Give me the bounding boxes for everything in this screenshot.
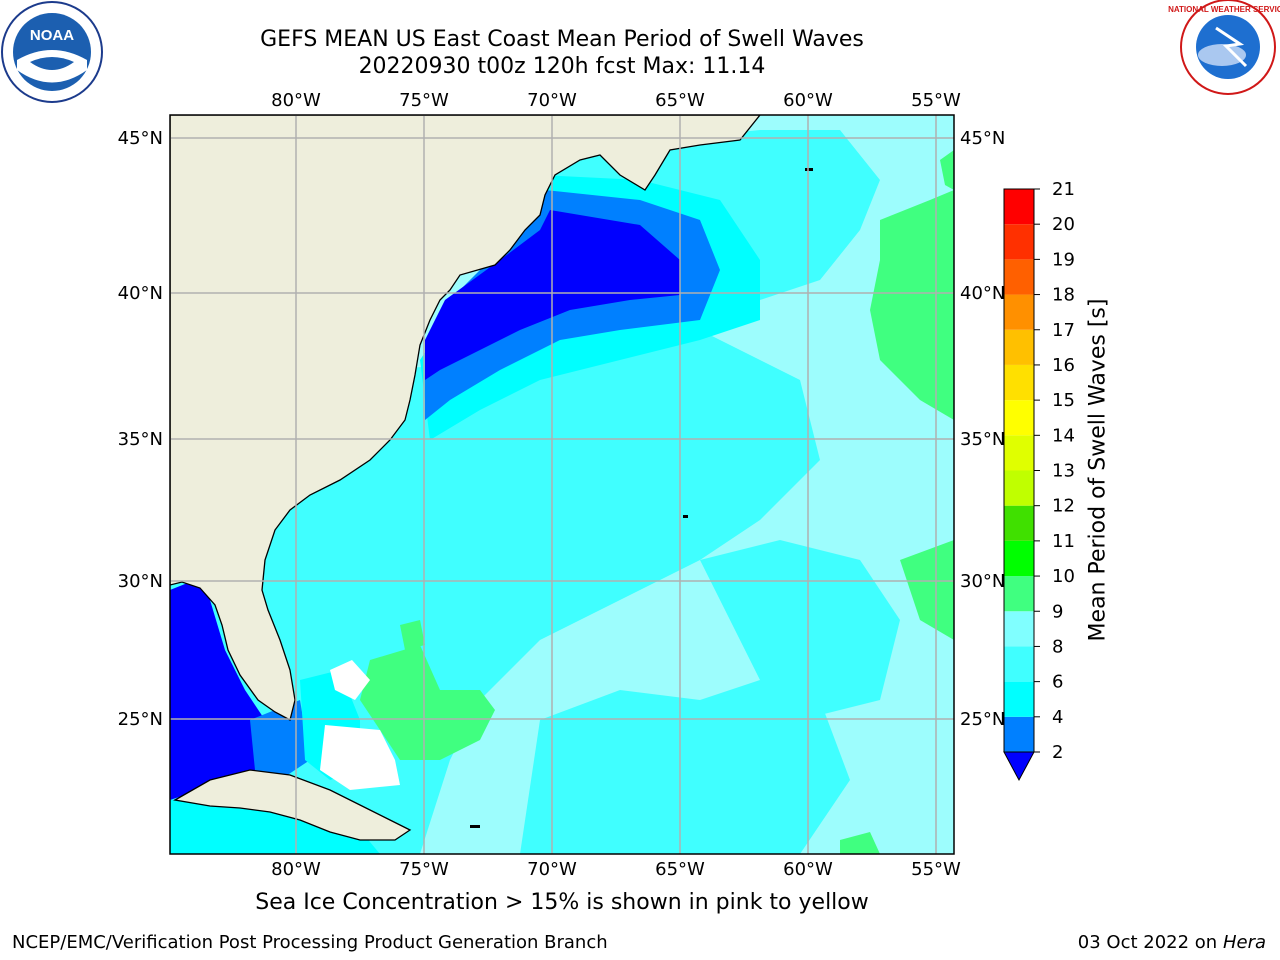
chart-title: GEFS MEAN US East Coast Mean Period of S… (260, 27, 864, 52)
colorbar-tick-label: 6 (1052, 672, 1063, 693)
lon-tick-top: 75°W (399, 90, 449, 111)
lon-tick-bottom: 70°W (527, 859, 577, 880)
lon-tick-top: 65°W (655, 90, 705, 111)
colorbar-tick-label: 20 (1052, 214, 1075, 235)
colorbar-tick-label: 9 (1052, 601, 1063, 622)
lon-tick-bottom: 55°W (911, 859, 961, 880)
noaa-logo-text: NOAA (30, 27, 74, 44)
colorbar-tick-label: 13 (1052, 461, 1075, 482)
lon-tick-bottom: 60°W (783, 859, 833, 880)
colorbar: 2 4 6 8 9 10 11 12 13 14 15 16 17 18 19 20 21 (1003, 179, 1075, 782)
grid-lines (170, 115, 954, 854)
date-text: 03 Oct 2022 on (1077, 932, 1218, 953)
colorbar-segment (1004, 224, 1034, 260)
lat-tick-right: 45°N (960, 128, 1005, 149)
lon-tick-bottom: 80°W (271, 859, 321, 880)
colorbar-segment (1004, 470, 1034, 506)
lat-tick-right: 35°N (960, 429, 1005, 450)
colorbar-segment (1004, 435, 1034, 471)
colorbar-segment (1004, 681, 1034, 717)
lat-tick-right: 25°N (960, 709, 1005, 730)
colorbar-segment (1004, 189, 1034, 225)
lat-tick-right: 30°N (960, 571, 1005, 592)
lon-tick-top: 55°W (911, 90, 961, 111)
lon-tick-bottom: 75°W (399, 859, 449, 880)
colorbar-tick-label: 14 (1052, 425, 1075, 446)
lon-tick-top: 70°W (527, 90, 577, 111)
colorbar-segment (1004, 646, 1034, 682)
lon-tick-top: 60°W (783, 90, 833, 111)
colorbar-tick-label: 11 (1052, 531, 1075, 552)
lon-tick-bottom: 65°W (655, 859, 705, 880)
colorbar-segment (1004, 294, 1034, 330)
lat-tick-left: 35°N (118, 429, 163, 450)
colorbar-tick-label: 12 (1052, 496, 1075, 517)
colorbar-tick-label: 2 (1052, 742, 1063, 763)
colorbar-tick-label: 10 (1052, 566, 1075, 587)
colorbar-tick-label: 17 (1052, 320, 1075, 341)
lat-tick-left: 45°N (118, 128, 163, 149)
colorbar-tick-label: 18 (1052, 285, 1075, 306)
lon-tick-top: 80°W (271, 90, 321, 111)
colorbar-segment (1004, 611, 1034, 647)
host-name: Hera (1222, 932, 1266, 953)
colorbar-tick-label: 19 (1052, 249, 1075, 270)
run-date: 03 Oct 2022 on Hera (1078, 932, 1266, 953)
noaa-logo: NOAA (1, 1, 103, 103)
colorbar-segment (1004, 576, 1034, 612)
colorbar-tick-label: 4 (1052, 707, 1063, 728)
colorbar-tick-label: 21 (1052, 179, 1075, 200)
colorbar-segment (1004, 716, 1034, 752)
lat-tick-left: 30°N (118, 571, 163, 592)
colorbar-segment (1004, 540, 1034, 577)
colorbar-segment (1004, 505, 1034, 541)
colorbar-segment (1004, 364, 1034, 401)
islands (470, 168, 813, 828)
map-frame (169, 114, 955, 855)
land (170, 115, 761, 841)
colorbar-tick-label: 15 (1052, 390, 1075, 411)
colorbar-segment (1004, 259, 1034, 295)
sea-ice-note: Sea Ice Concentration > 15% is shown in … (255, 890, 869, 915)
credit-text: NCEP/EMC/Verification Post Processing Pr… (12, 932, 608, 953)
lat-tick-left: 25°N (118, 709, 163, 730)
colorbar-tick-label: 16 (1052, 355, 1075, 376)
chart-subtitle: 20220930 t00z 120h fcst Max: 11.14 (358, 54, 766, 79)
colorbar-segment (1004, 329, 1034, 365)
colorbar-label: Mean Period of Swell Waves [s] (1085, 298, 1111, 642)
nws-logo-text: NATIONAL WEATHER SERVICE (1168, 5, 1280, 14)
colorbar-extend-arrow (1003, 751, 1035, 782)
colorbar-segment (1004, 400, 1034, 436)
colorbar-tick-label: 8 (1052, 636, 1063, 657)
lat-tick-right: 40°N (960, 283, 1005, 304)
lat-tick-left: 40°N (118, 283, 163, 304)
nws-logo: NATIONAL WEATHER SERVICE (1168, 0, 1280, 95)
